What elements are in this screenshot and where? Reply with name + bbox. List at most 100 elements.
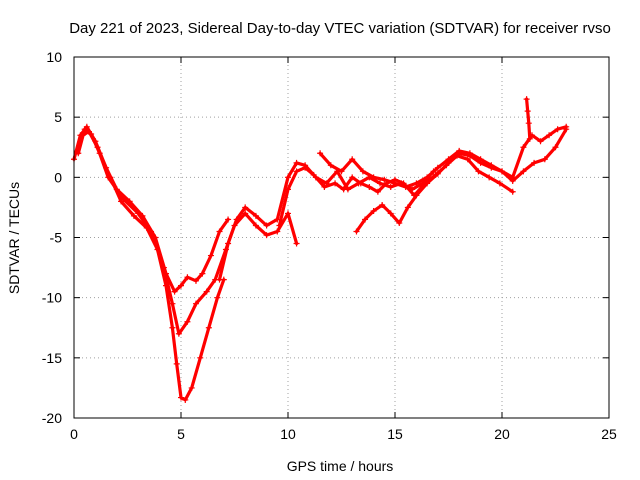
data-point [184, 274, 191, 281]
data-point [546, 132, 553, 139]
series-line [80, 130, 299, 336]
data-point [332, 180, 339, 187]
data-point [178, 394, 184, 401]
data-point [370, 174, 377, 181]
data-point [184, 318, 191, 325]
data-point [379, 202, 386, 209]
data-point [413, 180, 420, 187]
data-point [370, 208, 377, 215]
x-tick-label: 10 [280, 426, 296, 442]
data-point [317, 150, 324, 157]
data-point [349, 156, 356, 163]
series-track-3 [79, 128, 300, 337]
data-point [353, 228, 360, 235]
y-tick-label: 10 [46, 49, 62, 65]
data-point [434, 170, 441, 177]
data-series-layer [71, 96, 570, 403]
data-point [499, 168, 505, 175]
chart-title: Day 221 of 2023, Sidereal Day-to-day VTE… [69, 20, 611, 37]
data-point [434, 164, 441, 171]
data-point [216, 276, 223, 283]
x-tick-label: 15 [387, 426, 403, 442]
data-point [263, 232, 270, 239]
data-point [477, 156, 484, 163]
data-point [169, 300, 176, 307]
data-point [135, 210, 142, 217]
data-point [81, 126, 88, 133]
data-point [105, 174, 112, 181]
data-point [252, 222, 259, 229]
data-point [357, 180, 364, 187]
data-point [225, 240, 232, 247]
y-tick-label: -20 [42, 410, 62, 426]
data-point [160, 264, 167, 271]
data-point [175, 330, 182, 337]
data-point [396, 220, 403, 227]
data-point [362, 216, 369, 223]
data-point [387, 183, 394, 190]
data-point [488, 162, 495, 169]
data-point [310, 171, 317, 178]
axis-ticks [73, 56, 610, 419]
data-point [486, 174, 493, 181]
data-point [242, 210, 249, 217]
data-point [327, 162, 334, 169]
data-point [509, 174, 516, 181]
data-point [171, 288, 178, 295]
data-point [509, 188, 516, 195]
data-point [94, 144, 101, 151]
data-point [75, 150, 82, 157]
data-point [120, 195, 127, 202]
data-point [387, 210, 394, 217]
data-point [424, 174, 431, 181]
data-point [496, 180, 503, 187]
data-point [252, 212, 259, 219]
y-tick-label: -5 [50, 230, 63, 246]
data-point [402, 183, 409, 190]
data-point [526, 135, 533, 142]
data-point [531, 159, 538, 166]
data-point [192, 277, 199, 284]
data-point [192, 300, 199, 307]
data-point [424, 180, 431, 187]
x-tick-label: 20 [494, 426, 510, 442]
data-point [205, 324, 212, 331]
data-point [169, 324, 176, 331]
x-tick-label: 5 [177, 426, 185, 442]
data-point [285, 174, 291, 181]
series-line [524, 97, 532, 141]
data-point [207, 252, 214, 259]
data-point [233, 216, 240, 223]
data-point [374, 188, 381, 195]
y-tick-label: 0 [54, 169, 62, 185]
data-point [197, 354, 204, 361]
data-point [554, 126, 561, 133]
data-point [285, 210, 291, 217]
data-point [130, 212, 137, 219]
data-point [563, 123, 570, 130]
y-tick-label: -10 [42, 290, 62, 306]
data-point [537, 138, 544, 145]
series-spike [523, 96, 533, 142]
data-point [475, 168, 482, 175]
data-point [466, 150, 473, 157]
data-point [263, 222, 270, 229]
data-point [377, 180, 384, 187]
data-point [525, 120, 532, 127]
data-point [381, 176, 388, 183]
data-point [338, 168, 345, 175]
data-point [456, 147, 463, 154]
data-point [293, 168, 300, 175]
data-point [413, 192, 420, 199]
data-point [464, 156, 471, 163]
y-tick-label: -15 [42, 350, 62, 366]
y-axis-tick-labels: -20 -15 -10 -5 0 5 10 [42, 49, 62, 426]
series-line [354, 127, 568, 234]
data-point [293, 159, 300, 166]
data-point [242, 204, 249, 211]
data-point [182, 396, 189, 403]
x-tick-label: 25 [601, 426, 617, 442]
data-point [225, 216, 232, 223]
